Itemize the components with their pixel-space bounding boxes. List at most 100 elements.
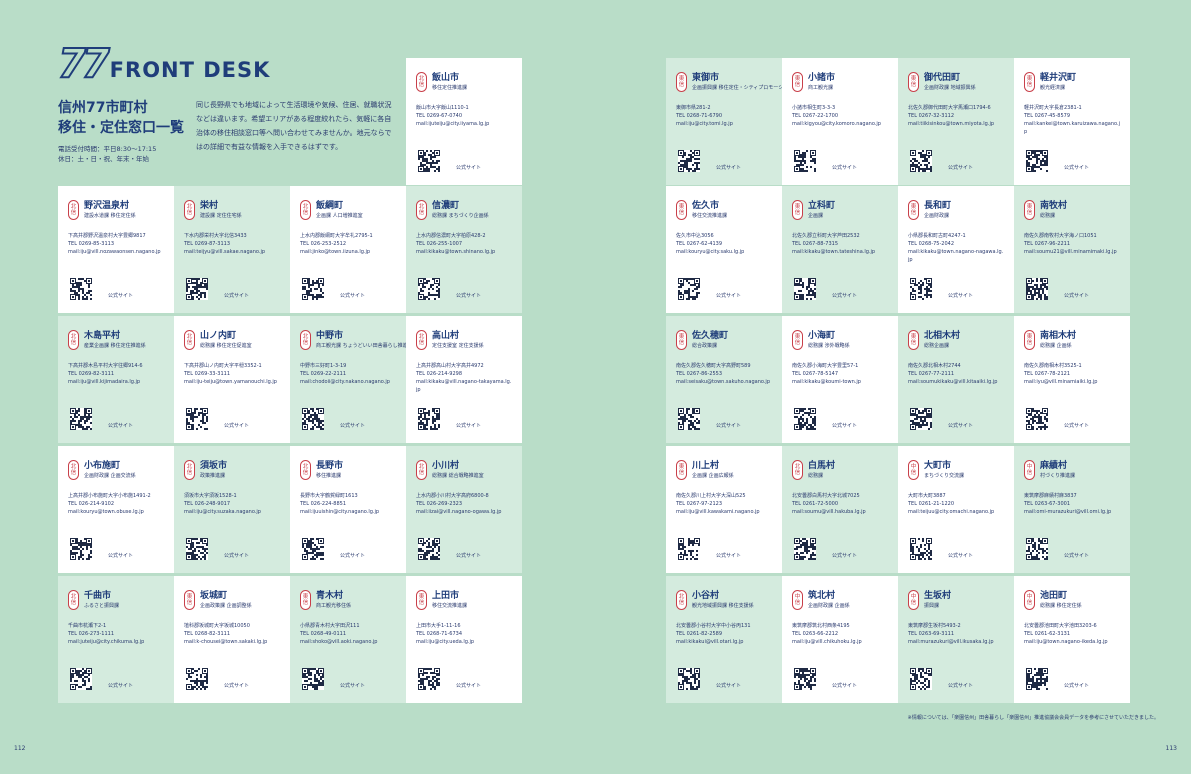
qr-code-icon[interactable] bbox=[70, 538, 92, 560]
official-site-link[interactable]: 公式サイト bbox=[456, 683, 482, 689]
email[interactable]: mail:iju@vill.nozawaonsen.nagano.jp bbox=[68, 249, 161, 255]
email[interactable]: mail:seisaku@town.sakuho.nagano.jp bbox=[676, 379, 770, 385]
email[interactable]: mail:k-chousei@town.sakaki.lg.jp bbox=[184, 639, 268, 645]
email[interactable]: mail:ijuteiju@city.iiyama.lg.jp bbox=[416, 121, 490, 127]
qr-code-icon[interactable] bbox=[302, 278, 324, 300]
official-site-link[interactable]: 公式サイト bbox=[716, 165, 742, 171]
email[interactable]: mail:iju@town.nagano-ikeda.lg.jp bbox=[1024, 639, 1108, 645]
qr-code-icon[interactable] bbox=[70, 668, 92, 690]
official-site-link[interactable]: 公式サイト bbox=[716, 293, 742, 299]
email[interactable]: mail:soumukikaku@vill.kitaaiki.lg.jp bbox=[908, 379, 998, 385]
official-site-link[interactable]: 公式サイト bbox=[716, 683, 742, 689]
official-site-link[interactable]: 公式サイト bbox=[832, 165, 858, 171]
official-site-link[interactable]: 公式サイト bbox=[340, 423, 366, 429]
qr-code-icon[interactable] bbox=[70, 408, 92, 430]
official-site-link[interactable]: 公式サイト bbox=[1064, 553, 1090, 559]
official-site-link[interactable]: 公式サイト bbox=[456, 553, 482, 559]
qr-code-icon[interactable] bbox=[794, 150, 816, 172]
official-site-link[interactable]: 公式サイト bbox=[948, 165, 974, 171]
official-site-link[interactable]: 公式サイト bbox=[832, 553, 858, 559]
qr-code-icon[interactable] bbox=[794, 278, 816, 300]
qr-code-icon[interactable] bbox=[186, 538, 208, 560]
official-site-link[interactable]: 公式サイト bbox=[948, 423, 974, 429]
email[interactable]: mail:iju@city.tomi.lg.jp bbox=[676, 121, 733, 127]
official-site-link[interactable]: 公式サイト bbox=[1064, 423, 1090, 429]
email[interactable]: mail:kouryu@city.saku.lg.jp bbox=[676, 249, 745, 255]
official-site-link[interactable]: 公式サイト bbox=[108, 293, 134, 299]
official-site-link[interactable]: 公式サイト bbox=[832, 293, 858, 299]
official-site-link[interactable]: 公式サイト bbox=[716, 553, 742, 559]
qr-code-icon[interactable] bbox=[186, 668, 208, 690]
email[interactable]: mail:teijyu@vill.sakae.nagano.jp bbox=[184, 249, 266, 255]
qr-code-icon[interactable] bbox=[418, 150, 440, 172]
email[interactable]: mail:omi-murazukuri@vill.omi.lg.jp bbox=[1024, 509, 1112, 515]
qr-code-icon[interactable] bbox=[418, 668, 440, 690]
official-site-link[interactable]: 公式サイト bbox=[340, 683, 366, 689]
qr-code-icon[interactable] bbox=[794, 668, 816, 690]
qr-code-icon[interactable] bbox=[910, 278, 932, 300]
official-site-link[interactable]: 公式サイト bbox=[224, 293, 250, 299]
email[interactable]: mail:iju@city.suzaka.nagano.jp bbox=[184, 509, 261, 515]
email[interactable]: mail:kouryu@town.obuse.lg.jp bbox=[68, 509, 144, 515]
email[interactable]: mail:shoko@vill.aoki.nagano.jp bbox=[300, 639, 378, 645]
official-site-link[interactable]: 公式サイト bbox=[340, 553, 366, 559]
email[interactable]: mail:kigyou@city.komoro.nagano.jp bbox=[792, 121, 881, 127]
official-site-link[interactable]: 公式サイト bbox=[224, 553, 250, 559]
email[interactable]: mail:kikakui@vill.otari.lg.jp bbox=[676, 639, 744, 645]
email[interactable]: mail:tiikisinkou@town.miyota.lg.jp bbox=[908, 121, 995, 127]
email[interactable]: mail:jinko@town.iizuna.lg.jp bbox=[300, 249, 371, 255]
official-site-link[interactable]: 公式サイト bbox=[1064, 165, 1090, 171]
qr-code-icon[interactable] bbox=[794, 408, 816, 430]
email[interactable]: mail:iyu@vill.minamiaiki.lg.jp bbox=[1024, 379, 1098, 385]
qr-code-icon[interactable] bbox=[1026, 538, 1048, 560]
qr-code-icon[interactable] bbox=[302, 668, 324, 690]
email[interactable]: mail:kikaku@town.nagano-nagawa.lg.jp bbox=[908, 249, 1004, 263]
qr-code-icon[interactable] bbox=[678, 538, 700, 560]
qr-code-icon[interactable] bbox=[678, 408, 700, 430]
email[interactable]: mail:chodoii@city.nakano.nagano.jp bbox=[300, 379, 390, 385]
official-site-link[interactable]: 公式サイト bbox=[340, 293, 366, 299]
email[interactable]: mail:ijuuishin@city.nagano.lg.jp bbox=[300, 509, 380, 515]
qr-code-icon[interactable] bbox=[678, 668, 700, 690]
official-site-link[interactable]: 公式サイト bbox=[832, 423, 858, 429]
qr-code-icon[interactable] bbox=[678, 278, 700, 300]
official-site-link[interactable]: 公式サイト bbox=[1064, 683, 1090, 689]
official-site-link[interactable]: 公式サイト bbox=[224, 683, 250, 689]
qr-code-icon[interactable] bbox=[302, 538, 324, 560]
qr-code-icon[interactable] bbox=[1026, 278, 1048, 300]
official-site-link[interactable]: 公式サイト bbox=[108, 683, 134, 689]
email[interactable]: mail:iju@vill.chikuhoku.lg.jp bbox=[792, 639, 862, 645]
official-site-link[interactable]: 公式サイト bbox=[716, 423, 742, 429]
qr-code-icon[interactable] bbox=[1026, 408, 1048, 430]
email[interactable]: mail:murazukuri@vill.ikusaka.lg.jp bbox=[908, 639, 994, 645]
official-site-link[interactable]: 公式サイト bbox=[456, 423, 482, 429]
email[interactable]: mail:soumu@vill.hakuba.lg.jp bbox=[792, 509, 866, 515]
qr-code-icon[interactable] bbox=[910, 150, 932, 172]
qr-code-icon[interactable] bbox=[794, 538, 816, 560]
qr-code-icon[interactable] bbox=[302, 408, 324, 430]
qr-code-icon[interactable] bbox=[910, 538, 932, 560]
email[interactable]: mail:kikaku@vill.nagano-takayama.lg.jp bbox=[416, 379, 512, 393]
qr-code-icon[interactable] bbox=[186, 408, 208, 430]
qr-code-icon[interactable] bbox=[910, 408, 932, 430]
email[interactable]: mail:kikaku@town.tateshina.lg.jp bbox=[792, 249, 876, 255]
email[interactable]: mail:iju@vill.kawakami.nagano.jp bbox=[676, 509, 760, 515]
email[interactable]: mail:iju-teiju@town.yamanouchi.lg.jp bbox=[184, 379, 277, 385]
official-site-link[interactable]: 公式サイト bbox=[456, 165, 482, 171]
email[interactable]: mail:soumu21@vill.minamimaki.lg.jp bbox=[1024, 249, 1117, 255]
qr-code-icon[interactable] bbox=[678, 150, 700, 172]
official-site-link[interactable]: 公式サイト bbox=[948, 553, 974, 559]
official-site-link[interactable]: 公式サイト bbox=[224, 423, 250, 429]
qr-code-icon[interactable] bbox=[70, 278, 92, 300]
email[interactable]: mail:iju@vill.kijimadaira.lg.jp bbox=[68, 379, 141, 385]
email[interactable]: mail:iju@city.ueda.lg.jp bbox=[416, 639, 475, 645]
qr-code-icon[interactable] bbox=[1026, 150, 1048, 172]
official-site-link[interactable]: 公式サイト bbox=[108, 423, 134, 429]
official-site-link[interactable]: 公式サイト bbox=[832, 683, 858, 689]
email[interactable]: mail:iizai@vill.nagano-ogawa.lg.jp bbox=[416, 509, 502, 515]
email[interactable]: mail:juteiju@city.chikuma.lg.jp bbox=[68, 639, 145, 645]
email[interactable]: mail:kankei@town.karuizawa.nagano.jp bbox=[1024, 121, 1120, 135]
official-site-link[interactable]: 公式サイト bbox=[1064, 293, 1090, 299]
qr-code-icon[interactable] bbox=[1026, 668, 1048, 690]
email[interactable]: mail:kikaku@koumi-town.jp bbox=[792, 379, 861, 385]
